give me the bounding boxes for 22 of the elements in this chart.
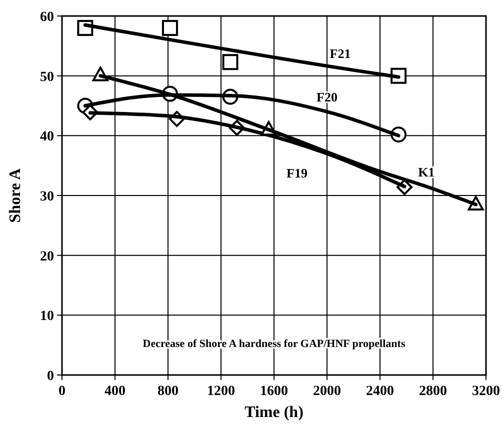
- series-label: F19: [286, 166, 308, 181]
- x-tick-label: 2000: [313, 384, 341, 399]
- x-tick-label: 0: [58, 384, 66, 399]
- x-tick-label: 2800: [419, 384, 447, 399]
- y-tick-label: 10: [40, 309, 54, 324]
- y-tick-label: 0: [47, 369, 54, 384]
- y-axis-title: Shore A: [7, 168, 24, 223]
- y-tick-label: 50: [40, 70, 54, 85]
- y-tick-label: 20: [40, 249, 54, 264]
- point: [222, 54, 238, 70]
- x-tick-label: 400: [104, 384, 126, 399]
- y-tick-label: 60: [40, 10, 54, 25]
- x-tick-label: 2400: [366, 384, 394, 399]
- x-tick-label: 800: [158, 384, 178, 399]
- series-label: F21: [330, 46, 351, 62]
- y-tick-label: 30: [40, 190, 54, 204]
- x-tick-label: 1600: [260, 384, 288, 399]
- x-tick-label: 3200: [472, 384, 500, 399]
- x-axis-title: Time (h): [244, 404, 304, 421]
- y-tick-label: 40: [40, 130, 54, 145]
- x-tick-label: 1200: [207, 384, 235, 399]
- point: [162, 20, 178, 36]
